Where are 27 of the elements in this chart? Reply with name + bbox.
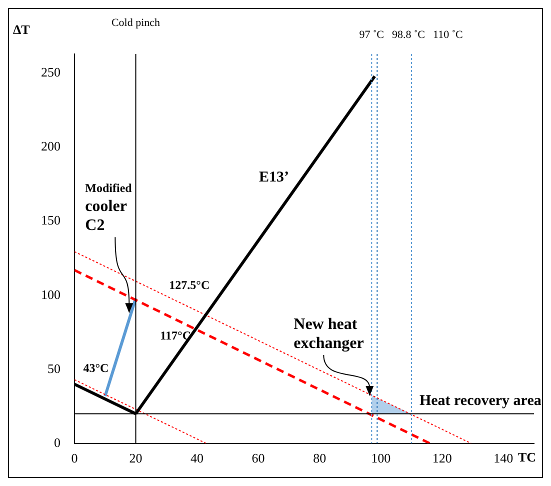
y-tick-label: 100	[41, 286, 60, 302]
x-tick-label: 140	[494, 450, 514, 466]
x-tick-label: 80	[313, 450, 326, 466]
y-tick-label: 50	[48, 360, 60, 376]
x-tick-label: 40	[190, 450, 204, 466]
y-tick-label: 250	[41, 64, 60, 80]
x-tick-label: 20	[129, 450, 142, 466]
ref-line-label: Cold pinch	[111, 17, 161, 29]
ref-line-label: 98.8 ˚C	[392, 29, 426, 41]
x-tick-label: 0	[71, 450, 78, 466]
annotation: 43°C	[83, 361, 109, 376]
x-axis-title: TC	[518, 449, 536, 464]
annotation: New heat exchanger	[294, 316, 364, 352]
annotation: Modified cooler C2	[85, 181, 132, 234]
y-tick-label: 200	[41, 138, 60, 154]
series-label: E13’	[259, 169, 290, 186]
ref-line-label: 97 ˚C	[359, 29, 384, 41]
x-tick-label: 120	[432, 450, 452, 466]
x-tick-label: 100	[371, 450, 391, 466]
annotation: 127.5°C	[169, 278, 210, 292]
y-tick-label: 0	[54, 434, 60, 450]
annotation: 117°C	[160, 328, 191, 343]
y-tick-label: 150	[41, 212, 60, 228]
ref-line-label: 110 ˚C	[433, 29, 463, 41]
series-label: Heat recovery area	[419, 392, 542, 409]
y-axis-title: ΔT	[13, 22, 30, 37]
x-tick-label: 60	[252, 450, 265, 466]
